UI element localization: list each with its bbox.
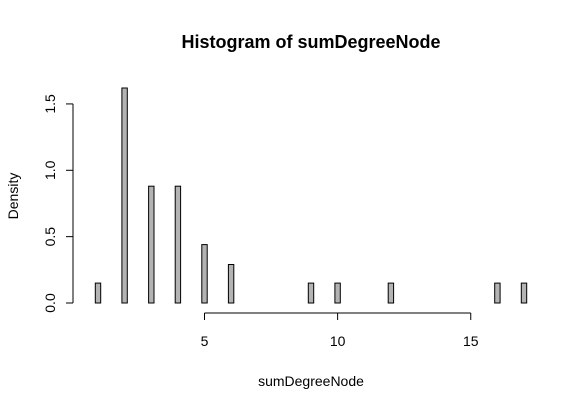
x-tick-label: 10 — [330, 333, 346, 349]
y-tick-label: 0.5 — [42, 227, 58, 247]
histogram-bar — [334, 282, 341, 304]
y-tick-label: 1.0 — [42, 160, 58, 180]
x-tick-label: 15 — [463, 333, 479, 349]
histogram-bar — [494, 282, 501, 304]
histogram-bar — [121, 87, 128, 304]
histogram-bar — [387, 282, 395, 304]
histogram-bar — [174, 185, 182, 304]
y-axis: 0.0 0.5 1.0 1.5 — [42, 94, 74, 313]
x-axis-label: sumDegreeNode — [258, 373, 364, 389]
histogram-bar — [148, 185, 155, 304]
histogram-bar — [94, 282, 102, 304]
bars-group — [94, 87, 528, 304]
histogram-bar — [307, 282, 315, 304]
histogram-bar — [201, 244, 208, 304]
chart-title: Histogram of sumDegreeNode — [181, 32, 440, 52]
histogram-bar — [227, 264, 235, 304]
y-tick-label: 0.0 — [42, 293, 58, 313]
y-tick-label: 1.5 — [42, 94, 58, 114]
x-axis: 5 10 15 — [201, 312, 479, 349]
y-axis-label: Density — [5, 173, 21, 220]
histogram-bar — [520, 282, 528, 304]
x-tick-label: 5 — [201, 333, 209, 349]
